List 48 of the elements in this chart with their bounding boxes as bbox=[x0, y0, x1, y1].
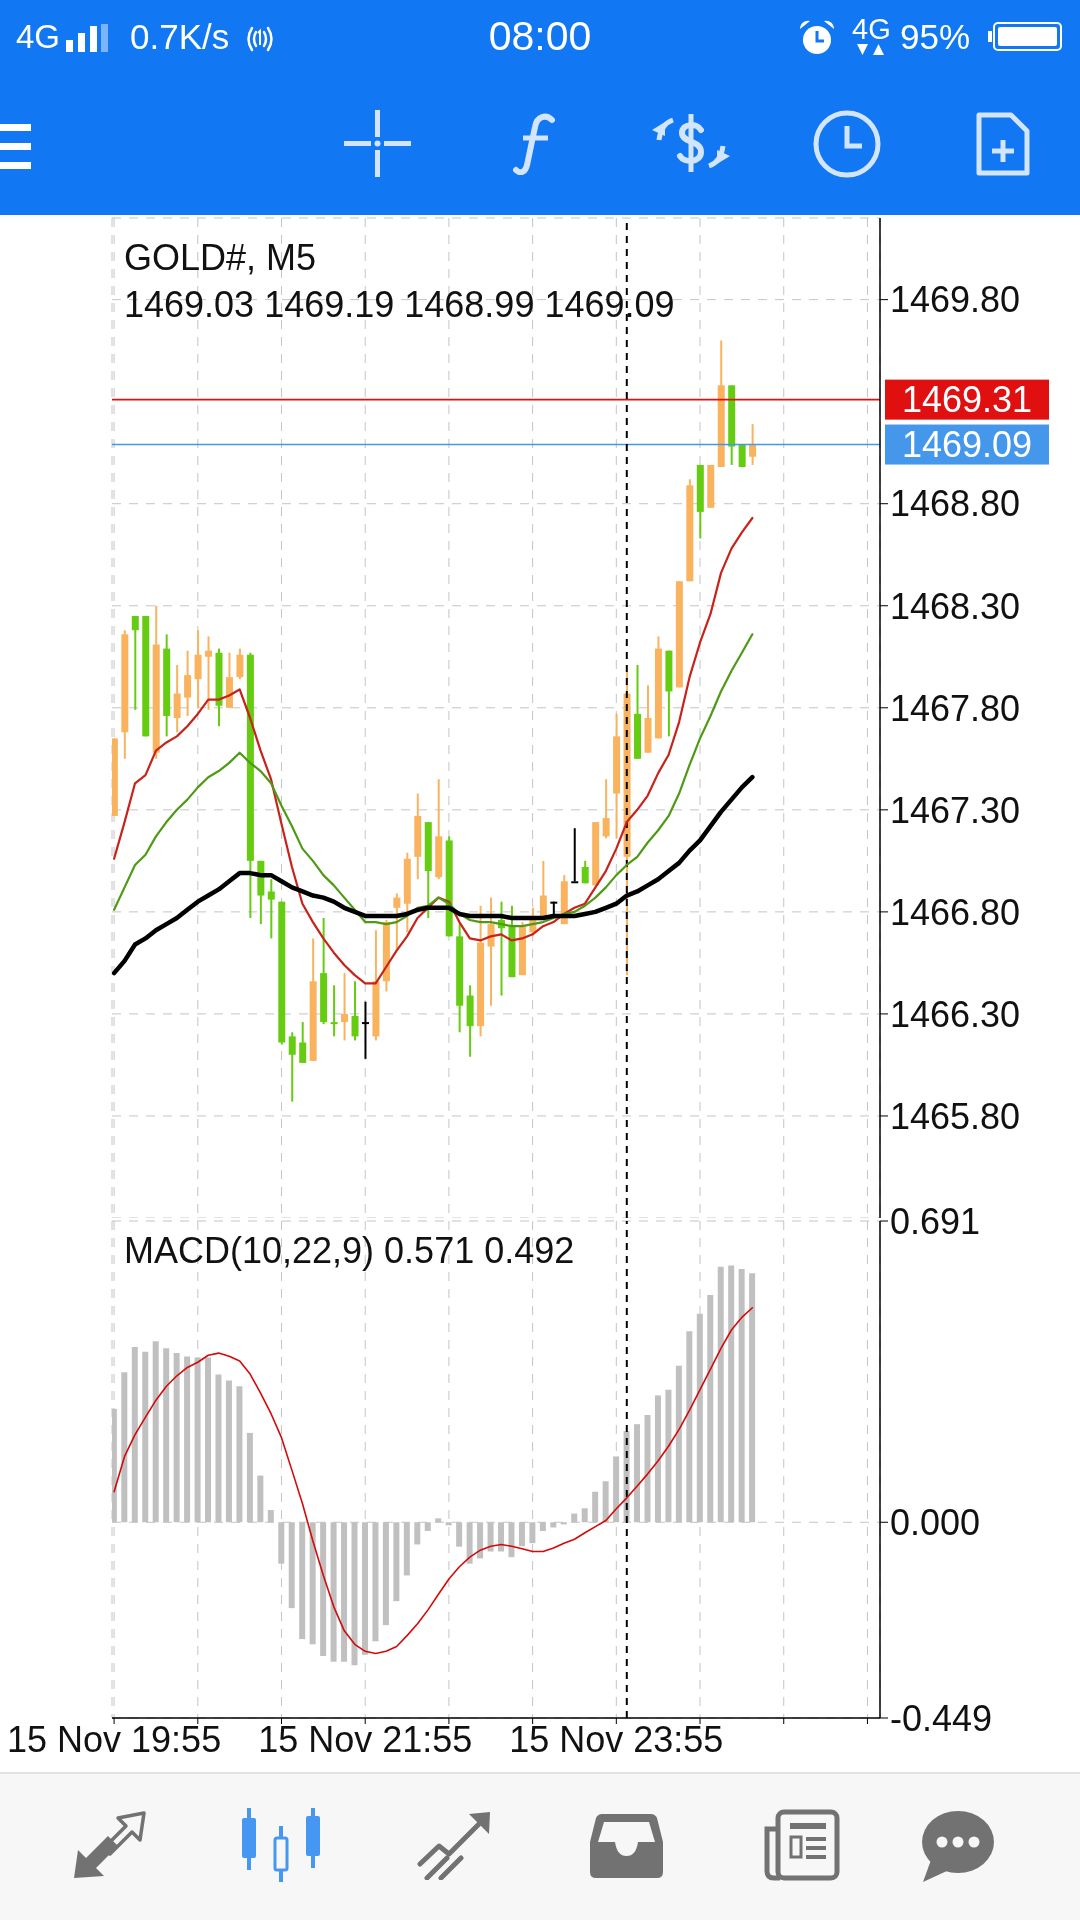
y-tick-label: 1467.80 bbox=[890, 687, 1021, 729]
x-tick-label: 15 Nov 21:55 bbox=[258, 1718, 473, 1760]
candlestick bbox=[749, 423, 757, 466]
candlestick bbox=[351, 980, 359, 1042]
candlestick bbox=[184, 649, 192, 717]
text: 4G bbox=[852, 13, 891, 45]
candlestick bbox=[330, 984, 338, 1038]
ref-line-label: 1469.09 bbox=[901, 424, 1033, 466]
y-tick-label: 1465.80 bbox=[890, 1095, 1021, 1137]
text: GOLD#, M5 bbox=[124, 236, 318, 280]
candlestick bbox=[299, 1021, 307, 1064]
text: 08:00 bbox=[487, 13, 593, 59]
text: 95% bbox=[900, 17, 971, 56]
candlestick bbox=[602, 778, 610, 840]
candlestick bbox=[205, 635, 213, 711]
candlestick bbox=[236, 647, 244, 681]
y-tick-label: 0.691 bbox=[890, 1200, 981, 1242]
y-tick-label: -0.449 bbox=[890, 1697, 993, 1739]
x-tick-label: 15 Nov 19:55 bbox=[7, 1718, 222, 1760]
line-series bbox=[113, 1306, 754, 1655]
ref-line-label: 1469.31 bbox=[901, 379, 1033, 421]
y-tick-label: 1466.80 bbox=[890, 891, 1021, 933]
candlestick bbox=[341, 972, 349, 1042]
bar bbox=[665, 1389, 672, 1523]
bar bbox=[257, 1475, 264, 1523]
candlestick bbox=[267, 878, 275, 940]
candlestick bbox=[131, 614, 139, 711]
line-series bbox=[112, 516, 754, 985]
y-tick-label: 0.000 bbox=[890, 1502, 981, 1544]
bar bbox=[581, 1508, 588, 1523]
y-tick-label: 1468.30 bbox=[890, 585, 1021, 627]
y-tick-label: 1466.30 bbox=[890, 993, 1021, 1035]
candlestick bbox=[487, 896, 495, 1007]
x-tick-label: 15 Nov 23:55 bbox=[509, 1718, 724, 1760]
text: 0.7K/s bbox=[130, 17, 230, 56]
y-tick-label: 1469.80 bbox=[890, 279, 1021, 321]
bar bbox=[121, 1372, 128, 1523]
candlestick bbox=[361, 1000, 369, 1060]
candlestick bbox=[393, 892, 401, 952]
text: 4G bbox=[16, 18, 61, 55]
text: 1469.03 1469.19 1468.99 1469.09 bbox=[124, 283, 675, 327]
y-tick-label: 1467.30 bbox=[890, 789, 1021, 831]
y-tick-label: 1468.80 bbox=[890, 483, 1021, 525]
candlestick bbox=[571, 827, 579, 884]
chart-title: MACD(10,22,9) 0.571 0.492 bbox=[124, 1229, 575, 1273]
candlestick bbox=[288, 1031, 296, 1103]
bar bbox=[717, 1266, 724, 1523]
bar bbox=[173, 1353, 180, 1523]
